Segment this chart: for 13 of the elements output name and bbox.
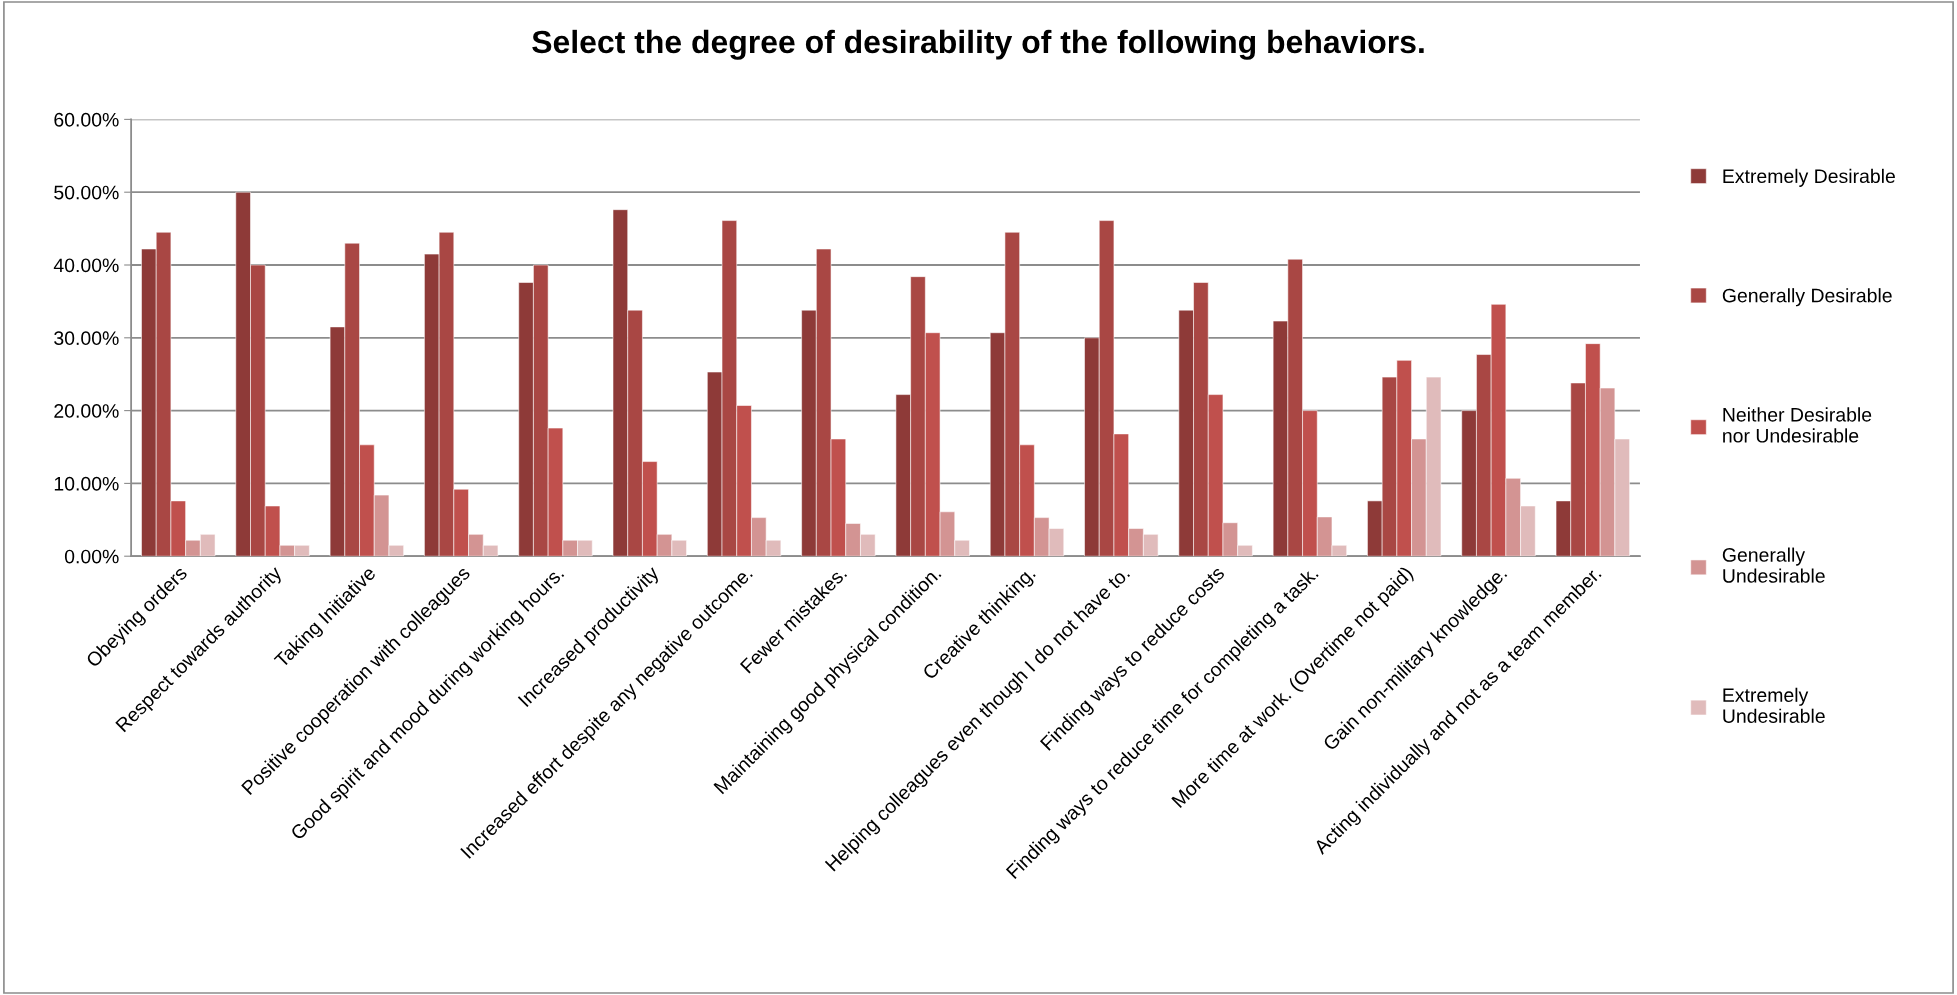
chart-title: Select the degree of desirability of the following behaviors. (532, 29, 1424, 60)
legend-label: Generally Undesirable (1722, 547, 1825, 583)
y-tick-label: 60.00% (54, 112, 119, 127)
legend-label: Extremely Desirable (1723, 168, 1895, 187)
y-tick-label: 0.00% (64, 549, 119, 564)
y-tick-label: 50.00% (54, 185, 119, 200)
y-tick-label: 20.00% (54, 404, 119, 418)
y-tick-label: 30.00% (54, 331, 119, 346)
legend-label: Neither Desirable nor Undesirable (1723, 407, 1872, 443)
legend-label: Extremely Undesirable (1723, 687, 1825, 723)
legend-label: Generally Desirable (1722, 288, 1892, 307)
y-tick-label: 40.00% (53, 258, 119, 273)
y-tick-label: 10.00% (54, 476, 119, 491)
